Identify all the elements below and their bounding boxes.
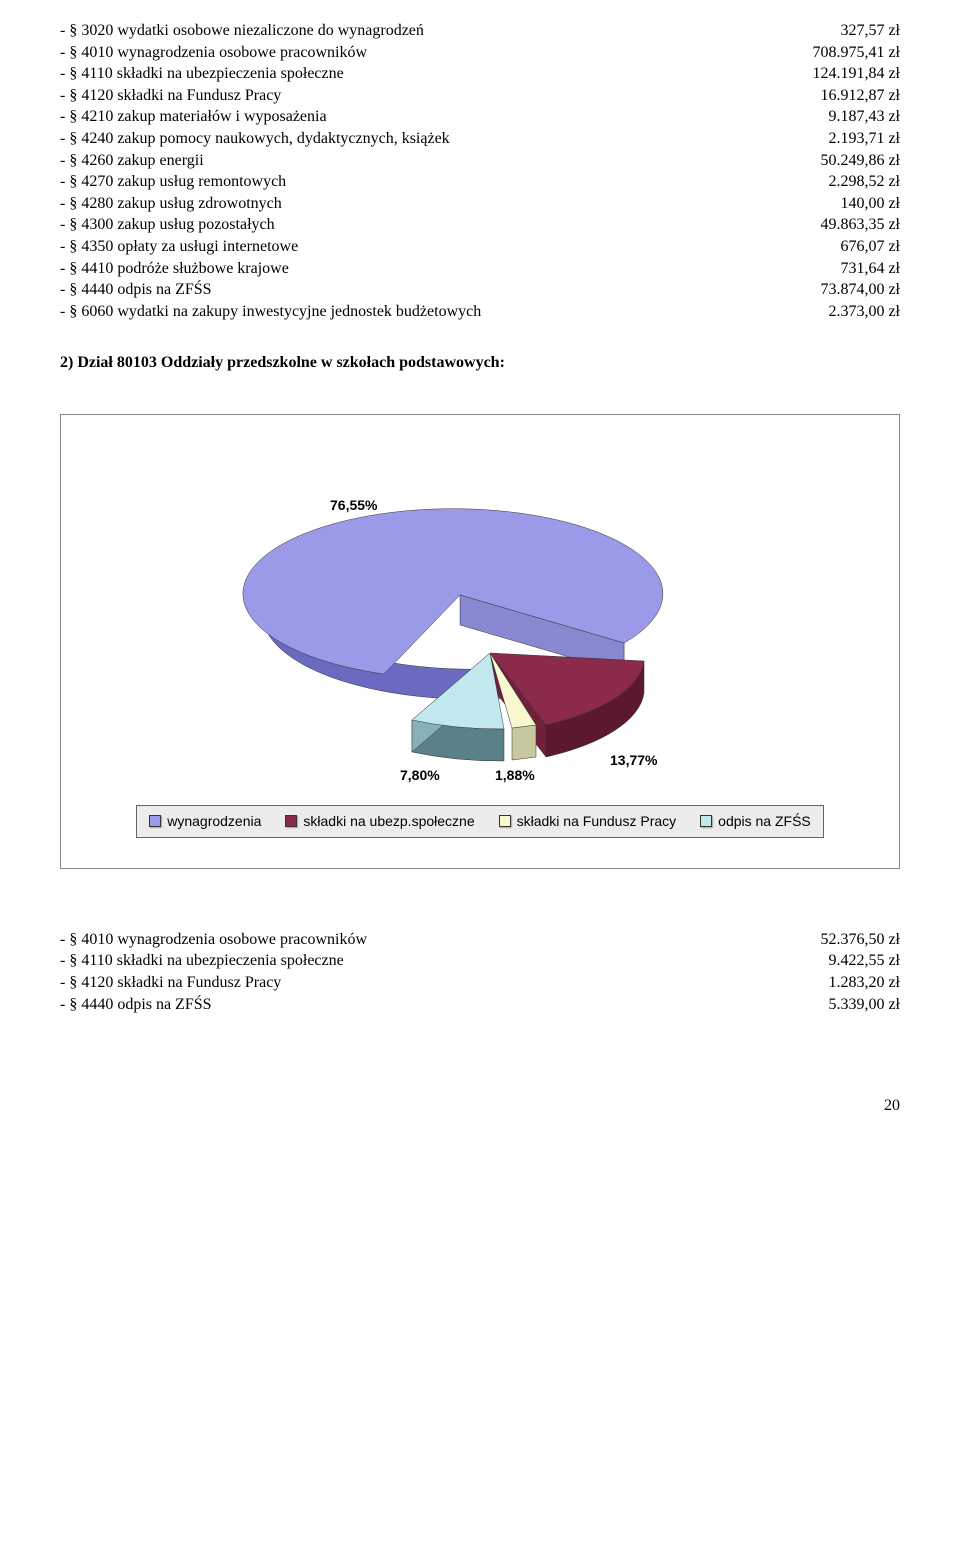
pie-slice-side-fundusz (512, 725, 536, 760)
budget-row: - § 4110 składki na ubezpieczenia społec… (60, 63, 900, 85)
slice-label-wynagrodzenia: 76,55% (330, 497, 378, 513)
slice-label-zfss: 7,80% (400, 767, 440, 783)
budget-row: - § 4440 odpis na ZFŚS5.339,00 zł (60, 994, 900, 1016)
page-number: 20 (60, 1095, 900, 1117)
budget-label: - § 4010 wynagrodzenia osobowe pracownik… (60, 42, 792, 64)
budget-label: - § 4440 odpis na ZFŚS (60, 279, 800, 301)
legend-label: składki na Fundusz Pracy (517, 812, 677, 831)
budget-row: - § 4210 zakup materiałów i wyposażenia9… (60, 106, 900, 128)
budget-value: 73.874,00 zł (800, 279, 900, 301)
budget-row: - § 4120 składki na Fundusz Pracy16.912,… (60, 85, 900, 107)
budget-row: - § 3020 wydatki osobowe niezaliczone do… (60, 20, 900, 42)
budget-value: 2.373,00 zł (808, 301, 900, 323)
budget-label: - § 4300 zakup usług pozostałych (60, 214, 800, 236)
budget-list-top: - § 3020 wydatki osobowe niezaliczone do… (60, 20, 900, 322)
legend-item: wynagrodzenia (149, 812, 261, 831)
budget-label: - § 4120 składki na Fundusz Pracy (60, 85, 800, 107)
legend-label: odpis na ZFŚS (718, 812, 811, 831)
budget-label: - § 4110 składki na ubezpieczenia społec… (60, 63, 792, 85)
budget-row: - § 4120 składki na Fundusz Pracy1.283,2… (60, 972, 900, 994)
budget-value: 140,00 zł (820, 193, 900, 215)
budget-value: 327,57 zł (820, 20, 900, 42)
legend-swatch (499, 815, 511, 827)
budget-value: 2.193,71 zł (808, 128, 900, 150)
budget-value: 2.298,52 zł (808, 171, 900, 193)
legend-swatch (149, 815, 161, 827)
legend-swatch (285, 815, 297, 827)
legend-label: wynagrodzenia (167, 812, 261, 831)
budget-value: 49.863,35 zł (800, 214, 900, 236)
budget-label: - § 4410 podróże służbowe krajowe (60, 258, 820, 280)
budget-label: - § 4280 zakup usług zdrowotnych (60, 193, 820, 215)
budget-row: - § 4110 składki na ubezpieczenia społec… (60, 950, 900, 972)
budget-label: - § 6060 wydatki na zakupy inwestycyjne … (60, 301, 808, 323)
legend-item: składki na ubezp.społeczne (285, 812, 474, 831)
budget-value: 5.339,00 zł (808, 994, 900, 1016)
legend-item: odpis na ZFŚS (700, 812, 811, 831)
budget-row: - § 6060 wydatki na zakupy inwestycyjne … (60, 301, 900, 323)
budget-value: 9.422,55 zł (808, 950, 900, 972)
budget-label: - § 4270 zakup usług remontowych (60, 171, 808, 193)
budget-label: - § 4260 zakup energii (60, 150, 800, 172)
budget-value: 9.187,43 zł (808, 106, 900, 128)
budget-value: 1.283,20 zł (808, 972, 900, 994)
chart-legend: wynagrodzenia składki na ubezp.społeczne s… (136, 805, 824, 838)
budget-row: - § 4350 opłaty za usługi internetowe676… (60, 236, 900, 258)
slice-label-ubezp: 13,77% (610, 752, 658, 768)
budget-value: 52.376,50 zł (800, 929, 900, 951)
budget-label: - § 4110 składki na ubezpieczenia społec… (60, 950, 808, 972)
budget-row: - § 4270 zakup usług remontowych2.298,52… (60, 171, 900, 193)
budget-label: - § 4440 odpis na ZFŚS (60, 994, 808, 1016)
budget-label: - § 4350 opłaty za usługi internetowe (60, 236, 820, 258)
budget-row: - § 4010 wynagrodzenia osobowe pracownik… (60, 42, 900, 64)
chart-frame: 76,55% 7,80% 1,88% 13,77% wynagrodzenia s… (60, 414, 900, 869)
budget-label: - § 4010 wynagrodzenia osobowe pracownik… (60, 929, 800, 951)
budget-row: - § 4240 zakup pomocy naukowych, dydakty… (60, 128, 900, 150)
budget-row: - § 4410 podróże służbowe krajowe731,64 … (60, 258, 900, 280)
budget-label: - § 4210 zakup materiałów i wyposażenia (60, 106, 808, 128)
budget-value: 50.249,86 zł (800, 150, 900, 172)
budget-value: 731,64 zł (820, 258, 900, 280)
slice-label-fundusz: 1,88% (495, 767, 535, 783)
section-heading: 2) Dział 80103 Oddziały przedszkolne w s… (60, 352, 900, 374)
budget-row: - § 4010 wynagrodzenia osobowe pracownik… (60, 929, 900, 951)
budget-row: - § 4440 odpis na ZFŚS73.874,00 zł (60, 279, 900, 301)
budget-row: - § 4280 zakup usług zdrowotnych140,00 z… (60, 193, 900, 215)
legend-label: składki na ubezp.społeczne (303, 812, 474, 831)
budget-list-bottom: - § 4010 wynagrodzenia osobowe pracownik… (60, 929, 900, 1015)
budget-label: - § 3020 wydatki osobowe niezaliczone do… (60, 20, 820, 42)
budget-row: - § 4300 zakup usług pozostałych49.863,3… (60, 214, 900, 236)
legend-item: składki na Fundusz Pracy (499, 812, 677, 831)
legend-swatch (700, 815, 712, 827)
budget-label: - § 4120 składki na Fundusz Pracy (60, 972, 808, 994)
budget-label: - § 4240 zakup pomocy naukowych, dydakty… (60, 128, 808, 150)
pie-chart: 76,55% 7,80% 1,88% 13,77% (190, 455, 770, 785)
budget-row: - § 4260 zakup energii50.249,86 zł (60, 150, 900, 172)
budget-value: 16.912,87 zł (800, 85, 900, 107)
budget-value: 124.191,84 zł (792, 63, 900, 85)
budget-value: 708.975,41 zł (792, 42, 900, 64)
budget-value: 676,07 zł (820, 236, 900, 258)
